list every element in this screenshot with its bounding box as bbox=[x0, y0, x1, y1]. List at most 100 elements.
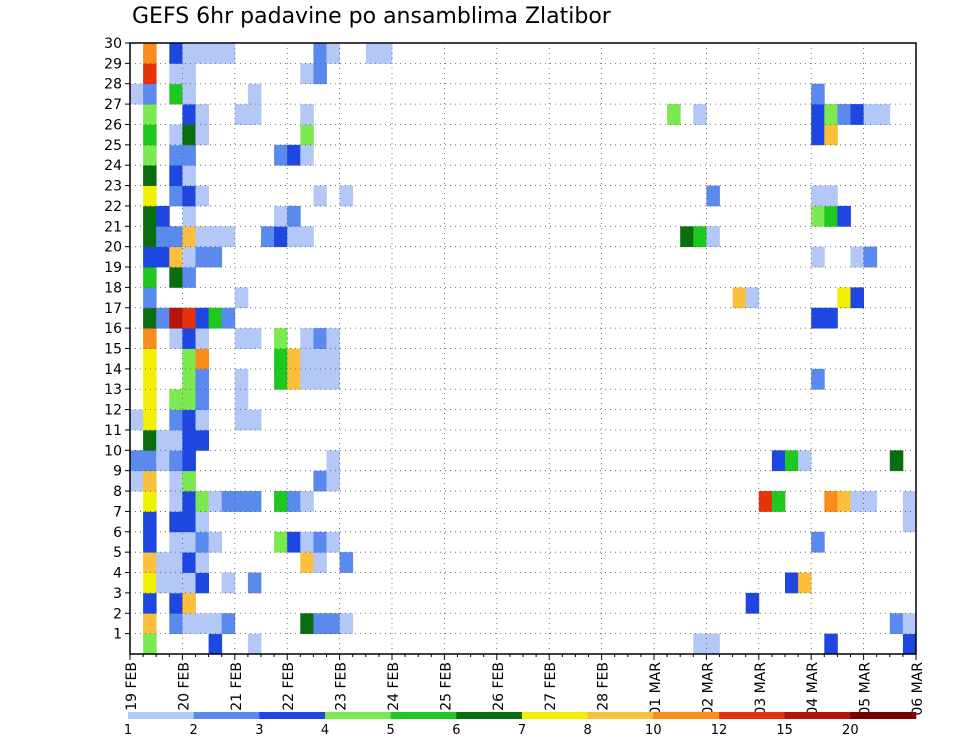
heatmap-cell bbox=[182, 307, 196, 329]
heatmap-cell bbox=[169, 124, 183, 146]
heatmap-cell bbox=[182, 470, 196, 492]
x-tick-label: 28 FEB bbox=[596, 662, 612, 711]
heatmap-cell bbox=[811, 83, 825, 105]
y-tick-label: 5 bbox=[113, 545, 122, 561]
heatmap-cell bbox=[339, 552, 354, 573]
y-tick-label: 4 bbox=[113, 566, 122, 582]
x-tick-label: 23 FEB bbox=[334, 662, 350, 711]
heatmap-cell bbox=[693, 633, 707, 655]
heatmap-cell bbox=[247, 328, 262, 349]
heatmap-cell bbox=[863, 104, 878, 125]
heatmap-cell bbox=[876, 104, 891, 125]
heatmap-cell bbox=[182, 246, 196, 268]
heatmap-cell bbox=[156, 307, 170, 329]
heatmap-cell bbox=[732, 287, 747, 309]
heatmap-cell bbox=[300, 552, 314, 573]
heatmap-cell bbox=[287, 368, 301, 390]
heatmap-cell bbox=[261, 226, 275, 248]
heatmap-cell bbox=[143, 633, 157, 655]
heatmap-cell bbox=[221, 613, 236, 635]
heatmap-cell bbox=[143, 572, 157, 594]
x-tick-label: 03 MAR bbox=[753, 662, 769, 716]
heatmap-cell bbox=[195, 613, 209, 635]
heatmap-cell bbox=[850, 246, 864, 268]
heatmap-cell bbox=[169, 429, 183, 451]
heatmap-cell bbox=[143, 144, 157, 166]
heatmap-cell bbox=[143, 43, 157, 64]
y-tick-label: 11 bbox=[104, 423, 122, 439]
heatmap-cell bbox=[169, 552, 183, 573]
heatmap-cell bbox=[706, 226, 720, 248]
heatmap-cell bbox=[824, 205, 838, 227]
heatmap-cell bbox=[811, 307, 825, 329]
heatmap-cell bbox=[182, 368, 196, 390]
heatmap-cell bbox=[287, 348, 301, 370]
heatmap-cell bbox=[195, 572, 209, 594]
heatmap-cell bbox=[143, 287, 157, 309]
heatmap-cell bbox=[169, 63, 183, 85]
heatmap-cell bbox=[143, 124, 157, 146]
heatmap-cell bbox=[169, 511, 183, 533]
heatmap-cell bbox=[313, 470, 327, 492]
heatmap-cell bbox=[326, 348, 340, 370]
legend-label: 15 bbox=[776, 723, 793, 738]
heatmap-cell bbox=[811, 246, 825, 268]
heatmap-cell bbox=[850, 287, 864, 309]
y-tick-label: 29 bbox=[104, 56, 122, 72]
heatmap-cell bbox=[182, 83, 196, 105]
heatmap-cell bbox=[169, 165, 183, 186]
heatmap-cell bbox=[274, 491, 288, 512]
heatmap-cell bbox=[143, 511, 157, 533]
heatmap-cell bbox=[182, 104, 196, 125]
heatmap-cell bbox=[274, 348, 288, 370]
chart-title: GEFS 6hr padavine po ansamblima Zlatibor bbox=[132, 4, 611, 29]
legend-label: 7 bbox=[518, 723, 526, 738]
heatmap-cell bbox=[234, 328, 249, 349]
heatmap-cells bbox=[130, 43, 917, 655]
heatmap-cell bbox=[706, 185, 720, 207]
heatmap-cell bbox=[287, 226, 301, 248]
heatmap-cell bbox=[326, 450, 340, 472]
heatmap-cell bbox=[182, 348, 196, 370]
heatmap-cell bbox=[811, 531, 825, 553]
heatmap-cell bbox=[169, 409, 183, 431]
heatmap-cell bbox=[169, 491, 183, 512]
legend-label: 12 bbox=[711, 723, 728, 738]
y-tick-label: 26 bbox=[104, 117, 122, 133]
heatmap-cell bbox=[182, 592, 196, 614]
heatmap-cell bbox=[169, 450, 183, 472]
heatmap-cell bbox=[195, 348, 209, 370]
heatmap-cell bbox=[680, 226, 694, 248]
heatmap-cell bbox=[182, 267, 196, 288]
heatmap-cell bbox=[745, 287, 760, 309]
legend-swatch bbox=[390, 712, 457, 719]
heatmap-cell bbox=[156, 450, 170, 472]
y-tick-label: 10 bbox=[104, 443, 122, 459]
heatmap-cell bbox=[195, 409, 209, 431]
y-tick-label: 27 bbox=[104, 97, 122, 113]
heatmap-cell bbox=[195, 552, 209, 573]
heatmap-cell bbox=[300, 613, 314, 635]
legend-label: 3 bbox=[255, 723, 263, 738]
heatmap-cell bbox=[169, 531, 183, 553]
heatmap-cell bbox=[234, 368, 249, 390]
y-tick-label: 8 bbox=[113, 484, 122, 500]
heatmap-cell bbox=[326, 328, 340, 349]
heatmap-cell bbox=[274, 368, 288, 390]
heatmap-cell bbox=[182, 226, 196, 248]
heatmap-cell bbox=[195, 389, 209, 410]
heatmap-cell bbox=[693, 104, 707, 125]
heatmap-cell bbox=[274, 205, 288, 227]
heatmap-cell bbox=[274, 144, 288, 166]
heatmap-cell bbox=[169, 307, 183, 329]
heatmap-cell bbox=[313, 63, 327, 85]
heatmap-cell bbox=[811, 124, 825, 146]
heatmap-cell bbox=[771, 491, 786, 512]
x-tick-label: 01 MAR bbox=[648, 662, 664, 716]
heatmap-cell bbox=[300, 124, 314, 146]
heatmap-cell bbox=[300, 63, 314, 85]
heatmap-cell bbox=[208, 613, 223, 635]
heatmap-cell bbox=[221, 491, 236, 512]
heatmap-cell bbox=[234, 491, 249, 512]
heatmap-cell bbox=[824, 185, 838, 207]
